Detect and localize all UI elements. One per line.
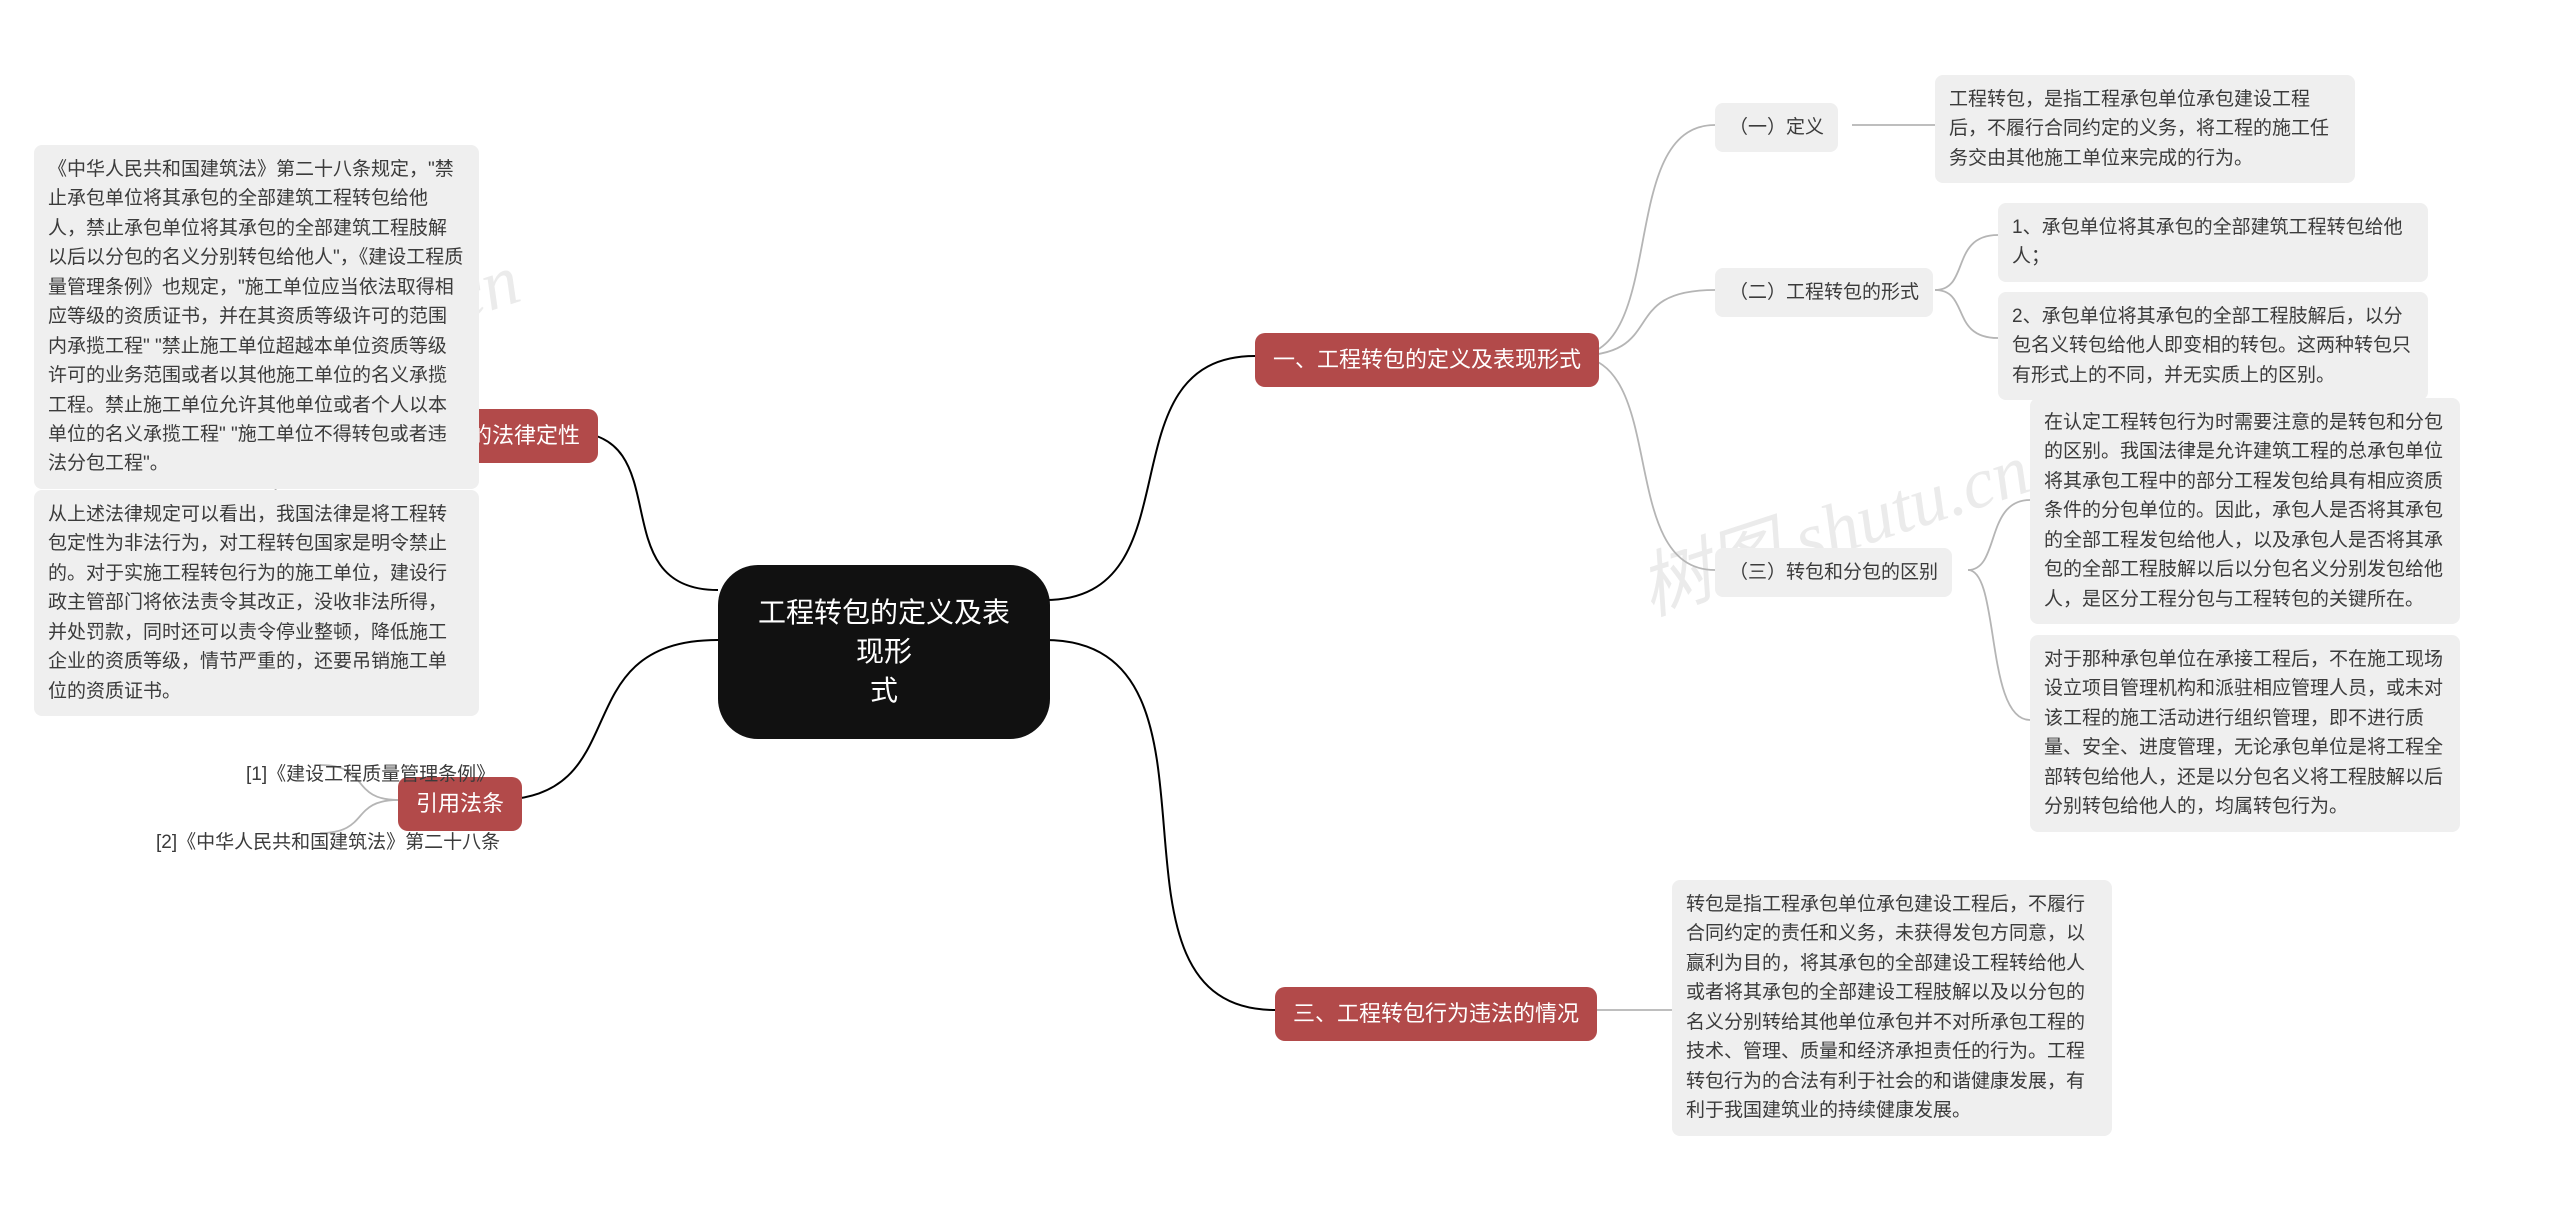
mindmap-canvas: { "canvas": { "width": 2560, "height": 1…: [0, 0, 2560, 1223]
branch-1-sub-2-d1: 1、承包单位将其承包的全部建筑工程转包给他人；: [1998, 203, 2428, 282]
branch-1-sub-1: （一）定义: [1715, 103, 1838, 152]
branch-1-sub-3-d2: 对于那种承包单位在承接工程后，不在施工现场设立项目管理机构和派驻相应管理人员，或…: [2030, 635, 2460, 832]
branch-2-d1: 《中华人民共和国建筑法》第二十八条规定，"禁止承包单位将其承包的全部建筑工程转包…: [34, 145, 479, 489]
watermark: 树图 shutu.cn: [1624, 410, 2041, 635]
branch-1-sub-3-d1: 在认定工程转包行为时需要注意的是转包和分包的区别。我国法律是允许建筑工程的总承包…: [2030, 398, 2460, 624]
branch-3: 三、工程转包行为违法的情况: [1275, 987, 1597, 1041]
branch-4-d1: [1]《建设工程质量管理条例》: [230, 750, 510, 799]
branch-1-sub-1-detail: 工程转包，是指工程承包单位承包建设工程后，不履行合同约定的义务，将工程的施工任务…: [1935, 75, 2355, 183]
branch-1-sub-3: （三）转包和分包的区别: [1715, 548, 1952, 597]
root-node: 工程转包的定义及表现形 式: [718, 565, 1050, 739]
root-line2: 式: [752, 671, 1016, 710]
branch-1: 一、工程转包的定义及表现形式: [1255, 333, 1599, 387]
branch-1-sub-2: （二）工程转包的形式: [1715, 268, 1933, 317]
branch-4-d2: [2]《中华人民共和国建筑法》第二十八条: [140, 818, 510, 867]
branch-2-d2: 从上述法律规定可以看出，我国法律是将工程转包定性为非法行为，对工程转包国家是明令…: [34, 490, 479, 716]
branch-3-detail: 转包是指工程承包单位承包建设工程后，不履行合同约定的责任和义务，未获得发包方同意…: [1672, 880, 2112, 1136]
root-line1: 工程转包的定义及表现形: [752, 593, 1016, 671]
branch-1-sub-2-d2: 2、承包单位将其承包的全部工程肢解后，以分包名义转包给他人即变相的转包。这两种转…: [1998, 292, 2428, 400]
